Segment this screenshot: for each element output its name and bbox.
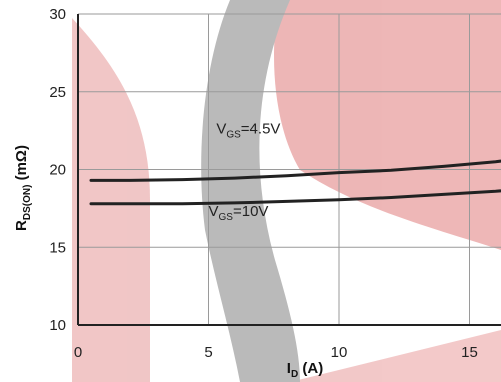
watermark-logo (72, 0, 501, 382)
y-tick-label: 10 (49, 317, 66, 334)
x-tick-label: 10 (331, 344, 348, 361)
y-tick-label: 20 (49, 162, 66, 179)
y-tick-label: 25 (49, 84, 66, 101)
series-line-vgs-10v (89, 189, 501, 206)
plot-frame (77, 14, 501, 326)
x-tick-label: 0 (74, 344, 82, 361)
watermark-red-right (274, 0, 501, 250)
series-line-vgs-4-5v (89, 159, 501, 182)
x-axis-label: ID (A) (287, 360, 323, 380)
annotation-vgs10: VGS=10V (209, 203, 269, 223)
annotations: VGS=4.5V VGS=10V (209, 121, 281, 223)
watermark-red-left (72, 18, 150, 382)
grid (78, 13, 501, 325)
x-tick-label: 5 (204, 344, 212, 361)
watermark-grey-arc (201, 0, 300, 382)
watermark-red-bottom (290, 330, 501, 382)
y-tick-label: 30 (49, 6, 66, 23)
series-lines (89, 159, 501, 206)
y-tick-label: 15 (49, 239, 66, 256)
y-axis-label: RDS(ON) (mΩ) (13, 145, 33, 231)
x-tick-label: 15 (461, 344, 478, 361)
annotation-vgs45: VGS=4.5V (216, 121, 280, 141)
x-tick-labels: 0510152 (74, 344, 478, 361)
y-tick-labels: 10 15 20 25 30 (49, 6, 66, 334)
